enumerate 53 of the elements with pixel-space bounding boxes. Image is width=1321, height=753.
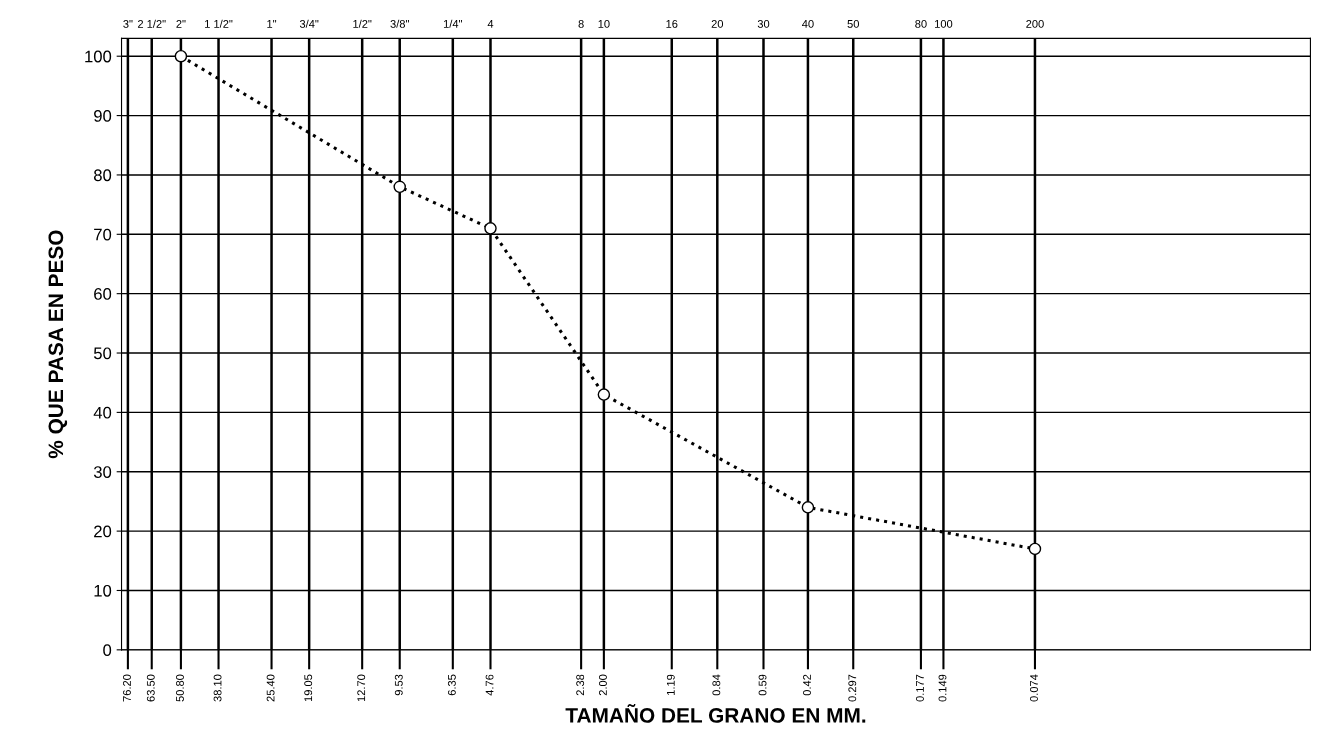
- y-tick-label: 50: [93, 347, 112, 360]
- y-tick-label: 60: [94, 288, 112, 300]
- text: 3/8": [390, 19, 409, 28]
- text: 20: [711, 20, 724, 28]
- x-tick-label: 12.70: [357, 674, 366, 702]
- x-tick-label: 1.19: [666, 674, 675, 695]
- x-tick-label: 50.80: [176, 674, 184, 702]
- text: 2": [176, 20, 186, 28]
- x-tick-label: 0.59: [758, 674, 767, 696]
- x-tick-label: 4.76: [485, 674, 494, 696]
- text: 80: [915, 20, 927, 28]
- x-tick-label: 2.00: [598, 674, 607, 696]
- text: 50: [847, 20, 859, 28]
- text: 200: [1026, 20, 1044, 28]
- x-tick-label: 0.177: [916, 674, 924, 702]
- text: 10: [598, 20, 610, 28]
- y-tick-label: 100: [85, 50, 112, 63]
- x-tick-label: 2.38: [576, 674, 585, 696]
- text: 1/4": [443, 19, 463, 28]
- text: 40: [802, 20, 814, 28]
- text: 8: [578, 20, 584, 28]
- y-axis-title: % QUE PASA EN PESO: [48, 230, 68, 459]
- y-tick-label: 20: [94, 525, 112, 538]
- x-tick-label: 25.40: [266, 674, 275, 702]
- text: 16: [666, 20, 678, 28]
- x-tick-label: 76.20: [123, 674, 131, 702]
- y-tick-label: 80: [94, 169, 112, 182]
- y-tick-label: 30: [93, 466, 112, 478]
- text: 3/4": [299, 19, 319, 28]
- x-tick-label: 0.074: [1030, 674, 1038, 702]
- text: 4: [487, 20, 494, 28]
- x-tick-label: 0.149: [938, 674, 947, 702]
- y-tick-label: 40: [93, 406, 112, 419]
- text: 1 1/2": [205, 19, 233, 28]
- text: 1/2": [353, 19, 372, 28]
- text: 30: [757, 20, 770, 28]
- text: 3": [123, 20, 133, 28]
- x-tick-label: 19.05: [304, 674, 313, 702]
- x-tick-label: 6.35: [447, 674, 456, 696]
- text: 2 1/2": [137, 19, 166, 28]
- x-tick-label: 38.10: [213, 674, 222, 702]
- y-tick-label: 0: [103, 644, 112, 657]
- x-axis-title: TAMAÑO DEL GRANO EN MM.: [565, 704, 866, 723]
- text: 1": [267, 20, 277, 28]
- y-tick-label: 10: [94, 584, 112, 597]
- y-tick-label: 70: [94, 228, 112, 241]
- y-tick-label: 90: [94, 109, 112, 122]
- x-tick-label: 63.50: [146, 674, 155, 702]
- x-tick-label: 0.42: [803, 674, 811, 696]
- text: 100: [935, 20, 953, 28]
- x-tick-label: 9.53: [394, 674, 403, 696]
- x-tick-label: 0.297: [848, 674, 857, 702]
- x-tick-label: 0.84: [712, 674, 721, 696]
